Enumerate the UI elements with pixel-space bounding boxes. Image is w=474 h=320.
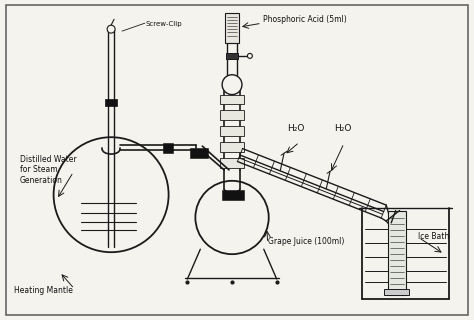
- Bar: [163, 143, 173, 153]
- Circle shape: [54, 137, 169, 252]
- Circle shape: [222, 75, 242, 95]
- Circle shape: [107, 25, 115, 33]
- Bar: [220, 110, 244, 120]
- Bar: [384, 289, 410, 295]
- Polygon shape: [52, 247, 171, 280]
- Bar: [226, 53, 238, 59]
- Bar: [220, 158, 244, 168]
- Bar: [105, 99, 117, 107]
- Ellipse shape: [247, 53, 252, 58]
- Text: Phosphoric Acid (5ml): Phosphoric Acid (5ml): [263, 15, 346, 24]
- Text: Ice Bath: Ice Bath: [419, 232, 450, 241]
- Bar: [220, 142, 244, 152]
- Text: H₂O: H₂O: [288, 124, 305, 133]
- Bar: [191, 148, 208, 158]
- Text: Grape Juice (100ml): Grape Juice (100ml): [268, 237, 344, 246]
- Bar: [222, 190, 244, 200]
- Bar: [220, 126, 244, 136]
- Bar: [388, 211, 406, 295]
- Bar: [220, 95, 244, 105]
- Circle shape: [195, 181, 269, 254]
- Text: Distilled Water
for Steam
Generation: Distilled Water for Steam Generation: [20, 155, 76, 185]
- Text: Screw-Clip: Screw-Clip: [146, 21, 182, 27]
- Text: Heating Mantle: Heating Mantle: [14, 286, 73, 295]
- Text: H₂O: H₂O: [334, 124, 352, 133]
- Bar: [225, 13, 239, 43]
